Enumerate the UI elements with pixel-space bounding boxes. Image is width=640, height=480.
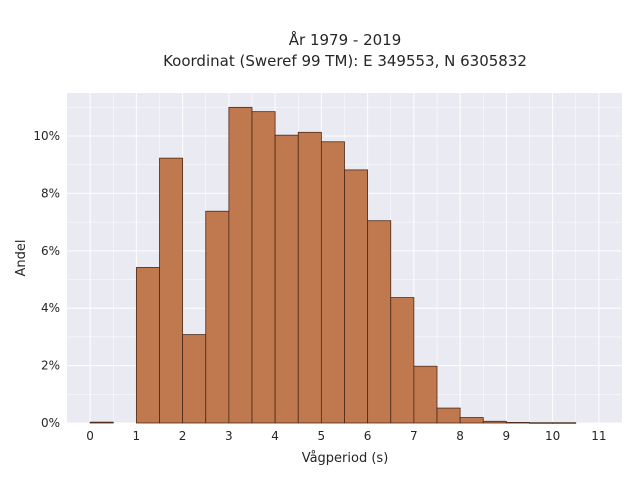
bar-2	[135, 267, 160, 424]
bar-3	[159, 157, 184, 424]
y-tick-label-1: 2%	[41, 359, 60, 373]
x-tick-label-5: 5	[318, 429, 326, 443]
x-tick-label-2: 2	[179, 429, 187, 443]
bar-19	[529, 422, 554, 424]
bar-7	[251, 111, 276, 424]
y-tick-label-3: 6%	[41, 244, 60, 258]
bar-6	[228, 106, 253, 424]
bar-9	[297, 131, 322, 424]
bar-16	[459, 417, 484, 424]
x-tick-label-0: 0	[86, 429, 94, 443]
bar-17	[482, 420, 507, 424]
chart-title-line-1: År 1979 - 2019	[289, 30, 402, 49]
bar-20	[552, 422, 577, 424]
bars	[89, 106, 577, 424]
x-tick-label-11: 11	[591, 429, 606, 443]
bar-5	[205, 210, 230, 424]
bar-11	[344, 169, 369, 424]
bar-8	[274, 134, 299, 424]
y-axis-label: Andel	[14, 240, 29, 277]
y-tick-label-0: 0%	[41, 416, 60, 430]
x-axis-ticks: 0 1 2 3 4 5 6 7 8 9 10 11	[86, 429, 606, 443]
x-tick-label-6: 6	[364, 429, 372, 443]
x-tick-label-4: 4	[271, 429, 279, 443]
bar-15	[436, 407, 461, 424]
y-tick-label-5: 10%	[33, 129, 60, 143]
bar-10	[320, 141, 345, 424]
x-tick-label-3: 3	[225, 429, 233, 443]
chart-title-line-2: Koordinat (Sweref 99 TM): E 349553, N 63…	[163, 52, 527, 70]
x-tick-label-9: 9	[503, 429, 511, 443]
x-tick-label-10: 10	[545, 429, 560, 443]
bar-4	[182, 334, 207, 424]
y-tick-label-4: 8%	[41, 186, 60, 200]
y-tick-label-2: 4%	[41, 301, 60, 315]
x-tick-label-8: 8	[456, 429, 464, 443]
x-axis-label: Vågperiod (s)	[302, 451, 389, 466]
y-axis-ticks: 0% 2% 4% 6% 8% 10%	[33, 129, 60, 430]
bar-14	[413, 365, 438, 424]
x-tick-label-7: 7	[410, 429, 418, 443]
bar-12	[367, 220, 392, 424]
bar-0	[89, 421, 114, 424]
bar-18	[505, 422, 530, 424]
x-tick-label-1: 1	[133, 429, 141, 443]
bar-13	[390, 297, 415, 424]
